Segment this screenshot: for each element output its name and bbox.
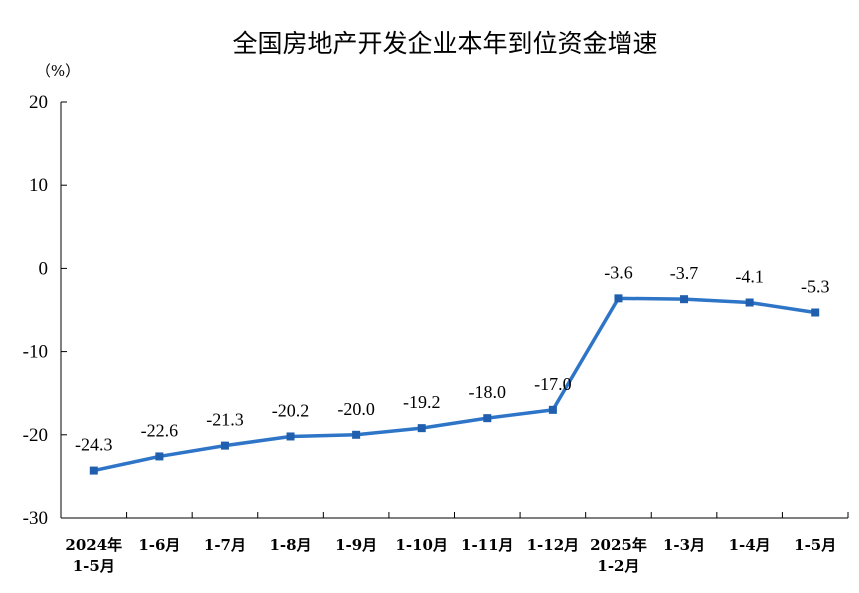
data-label: -20.0 [337,399,375,419]
data-label: -3.7 [670,263,699,283]
x-tick-label: 1-11月 [461,536,514,554]
x-tick-label: 1-2月 [597,557,639,575]
data-point-marker [614,294,623,303]
x-tick-label: 1-6月 [138,536,180,554]
x-tick-label: 1-5月 [73,557,115,575]
data-label: -24.3 [75,435,113,455]
x-tick-label: 2024年 [65,536,122,554]
data-label: -4.1 [735,267,764,287]
x-tick-label: 1-7月 [204,536,246,554]
data-point-marker [89,466,98,475]
data-point-marker [417,424,426,433]
chart-title: 全国房地产开发企业本年到位资金增速 [232,29,657,58]
x-tick-label: 1-5月 [794,536,836,554]
x-tick-label: 1-12月 [527,536,580,554]
data-point-marker [548,405,557,414]
series-line [92,296,817,473]
x-tick-label: 1-3月 [663,536,705,554]
data-label: -19.2 [403,392,441,412]
y-tick-label: -30 [23,508,48,529]
y-tick-label: -20 [23,425,48,446]
data-point-marker [483,414,492,423]
y-tick-label: 20 [29,92,48,113]
data-label: -3.6 [604,262,633,282]
data-label: -5.3 [801,276,830,296]
data-point-marker [811,308,820,317]
plot-area: 20 10 0 -10 -20 -30 2024年 1-5月 1-6月 1-7月 1-8月 1-9月 1… [23,92,849,575]
data-point-marker [286,432,295,441]
data-label: -20.2 [272,400,310,420]
y-axis-unit-label: （%） [36,62,80,80]
y-tick-label: 0 [39,258,49,279]
data-label: -17.0 [534,374,572,394]
data-label: -18.0 [469,382,507,402]
x-tick-label: 1-8月 [269,536,311,554]
x-tick-label: 1-4月 [729,536,771,554]
data-label: -22.6 [141,420,179,440]
data-point-marker [220,441,229,450]
x-tick-label: 1-10月 [395,536,448,554]
x-tick-label: 2025年 [590,536,647,554]
data-point-marker [680,295,689,304]
x-tick-label: 1-9月 [335,536,377,554]
data-point-marker [352,430,361,439]
y-tick-label: 10 [29,175,48,196]
data-label: -21.3 [206,410,244,430]
y-tick-label: -10 [23,342,48,363]
data-point-marker [745,298,754,307]
data-point-marker [155,452,164,461]
